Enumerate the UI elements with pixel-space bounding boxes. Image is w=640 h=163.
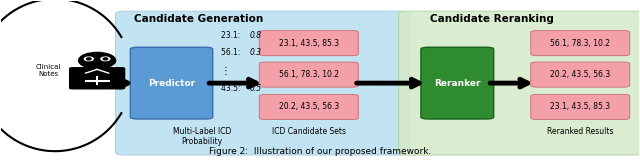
FancyBboxPatch shape	[116, 11, 410, 155]
Text: 0.5: 0.5	[250, 84, 262, 93]
FancyBboxPatch shape	[259, 31, 358, 56]
Text: Clinical
Notes: Clinical Notes	[36, 64, 61, 77]
Text: 23.1:: 23.1:	[221, 31, 243, 40]
Ellipse shape	[103, 58, 108, 60]
Text: 56.1:: 56.1:	[221, 48, 243, 57]
Text: 56.1, 78.3, 10.2: 56.1, 78.3, 10.2	[550, 39, 610, 48]
Text: Reranked Results: Reranked Results	[547, 127, 614, 136]
Text: 23.1, 43.5, 85.3: 23.1, 43.5, 85.3	[279, 39, 339, 48]
Text: Multi-Label ICD
Probability: Multi-Label ICD Probability	[173, 127, 231, 146]
Text: ⋮: ⋮	[221, 66, 231, 76]
Text: ICD Candidate Sets: ICD Candidate Sets	[271, 127, 346, 136]
Ellipse shape	[86, 58, 91, 60]
Text: 0.8: 0.8	[250, 31, 262, 40]
Ellipse shape	[79, 52, 116, 69]
Text: 20.2, 43.5, 56.3: 20.2, 43.5, 56.3	[550, 70, 611, 79]
Ellipse shape	[101, 57, 110, 61]
FancyBboxPatch shape	[131, 47, 212, 119]
Text: 56.1, 78.3, 10.2: 56.1, 78.3, 10.2	[279, 70, 339, 79]
Text: 23.1, 43.5, 85.3: 23.1, 43.5, 85.3	[550, 103, 611, 111]
FancyBboxPatch shape	[259, 94, 358, 119]
FancyBboxPatch shape	[531, 31, 630, 56]
Text: Figure 2:  Illustration of our proposed framework.: Figure 2: Illustration of our proposed f…	[209, 147, 431, 156]
Text: 20.2, 43.5, 56.3: 20.2, 43.5, 56.3	[278, 103, 339, 111]
Ellipse shape	[84, 57, 93, 61]
Text: 0.3: 0.3	[250, 48, 262, 57]
Text: Candidate Generation: Candidate Generation	[134, 14, 263, 24]
Text: 43.5:: 43.5:	[221, 84, 243, 93]
FancyBboxPatch shape	[531, 62, 630, 87]
FancyBboxPatch shape	[531, 94, 630, 119]
FancyBboxPatch shape	[421, 47, 493, 119]
FancyBboxPatch shape	[259, 62, 358, 87]
Text: Reranker: Reranker	[434, 79, 481, 88]
FancyBboxPatch shape	[70, 68, 125, 89]
Text: Candidate Reranking: Candidate Reranking	[431, 14, 554, 24]
FancyBboxPatch shape	[399, 11, 640, 155]
Text: Predictor: Predictor	[148, 79, 195, 88]
